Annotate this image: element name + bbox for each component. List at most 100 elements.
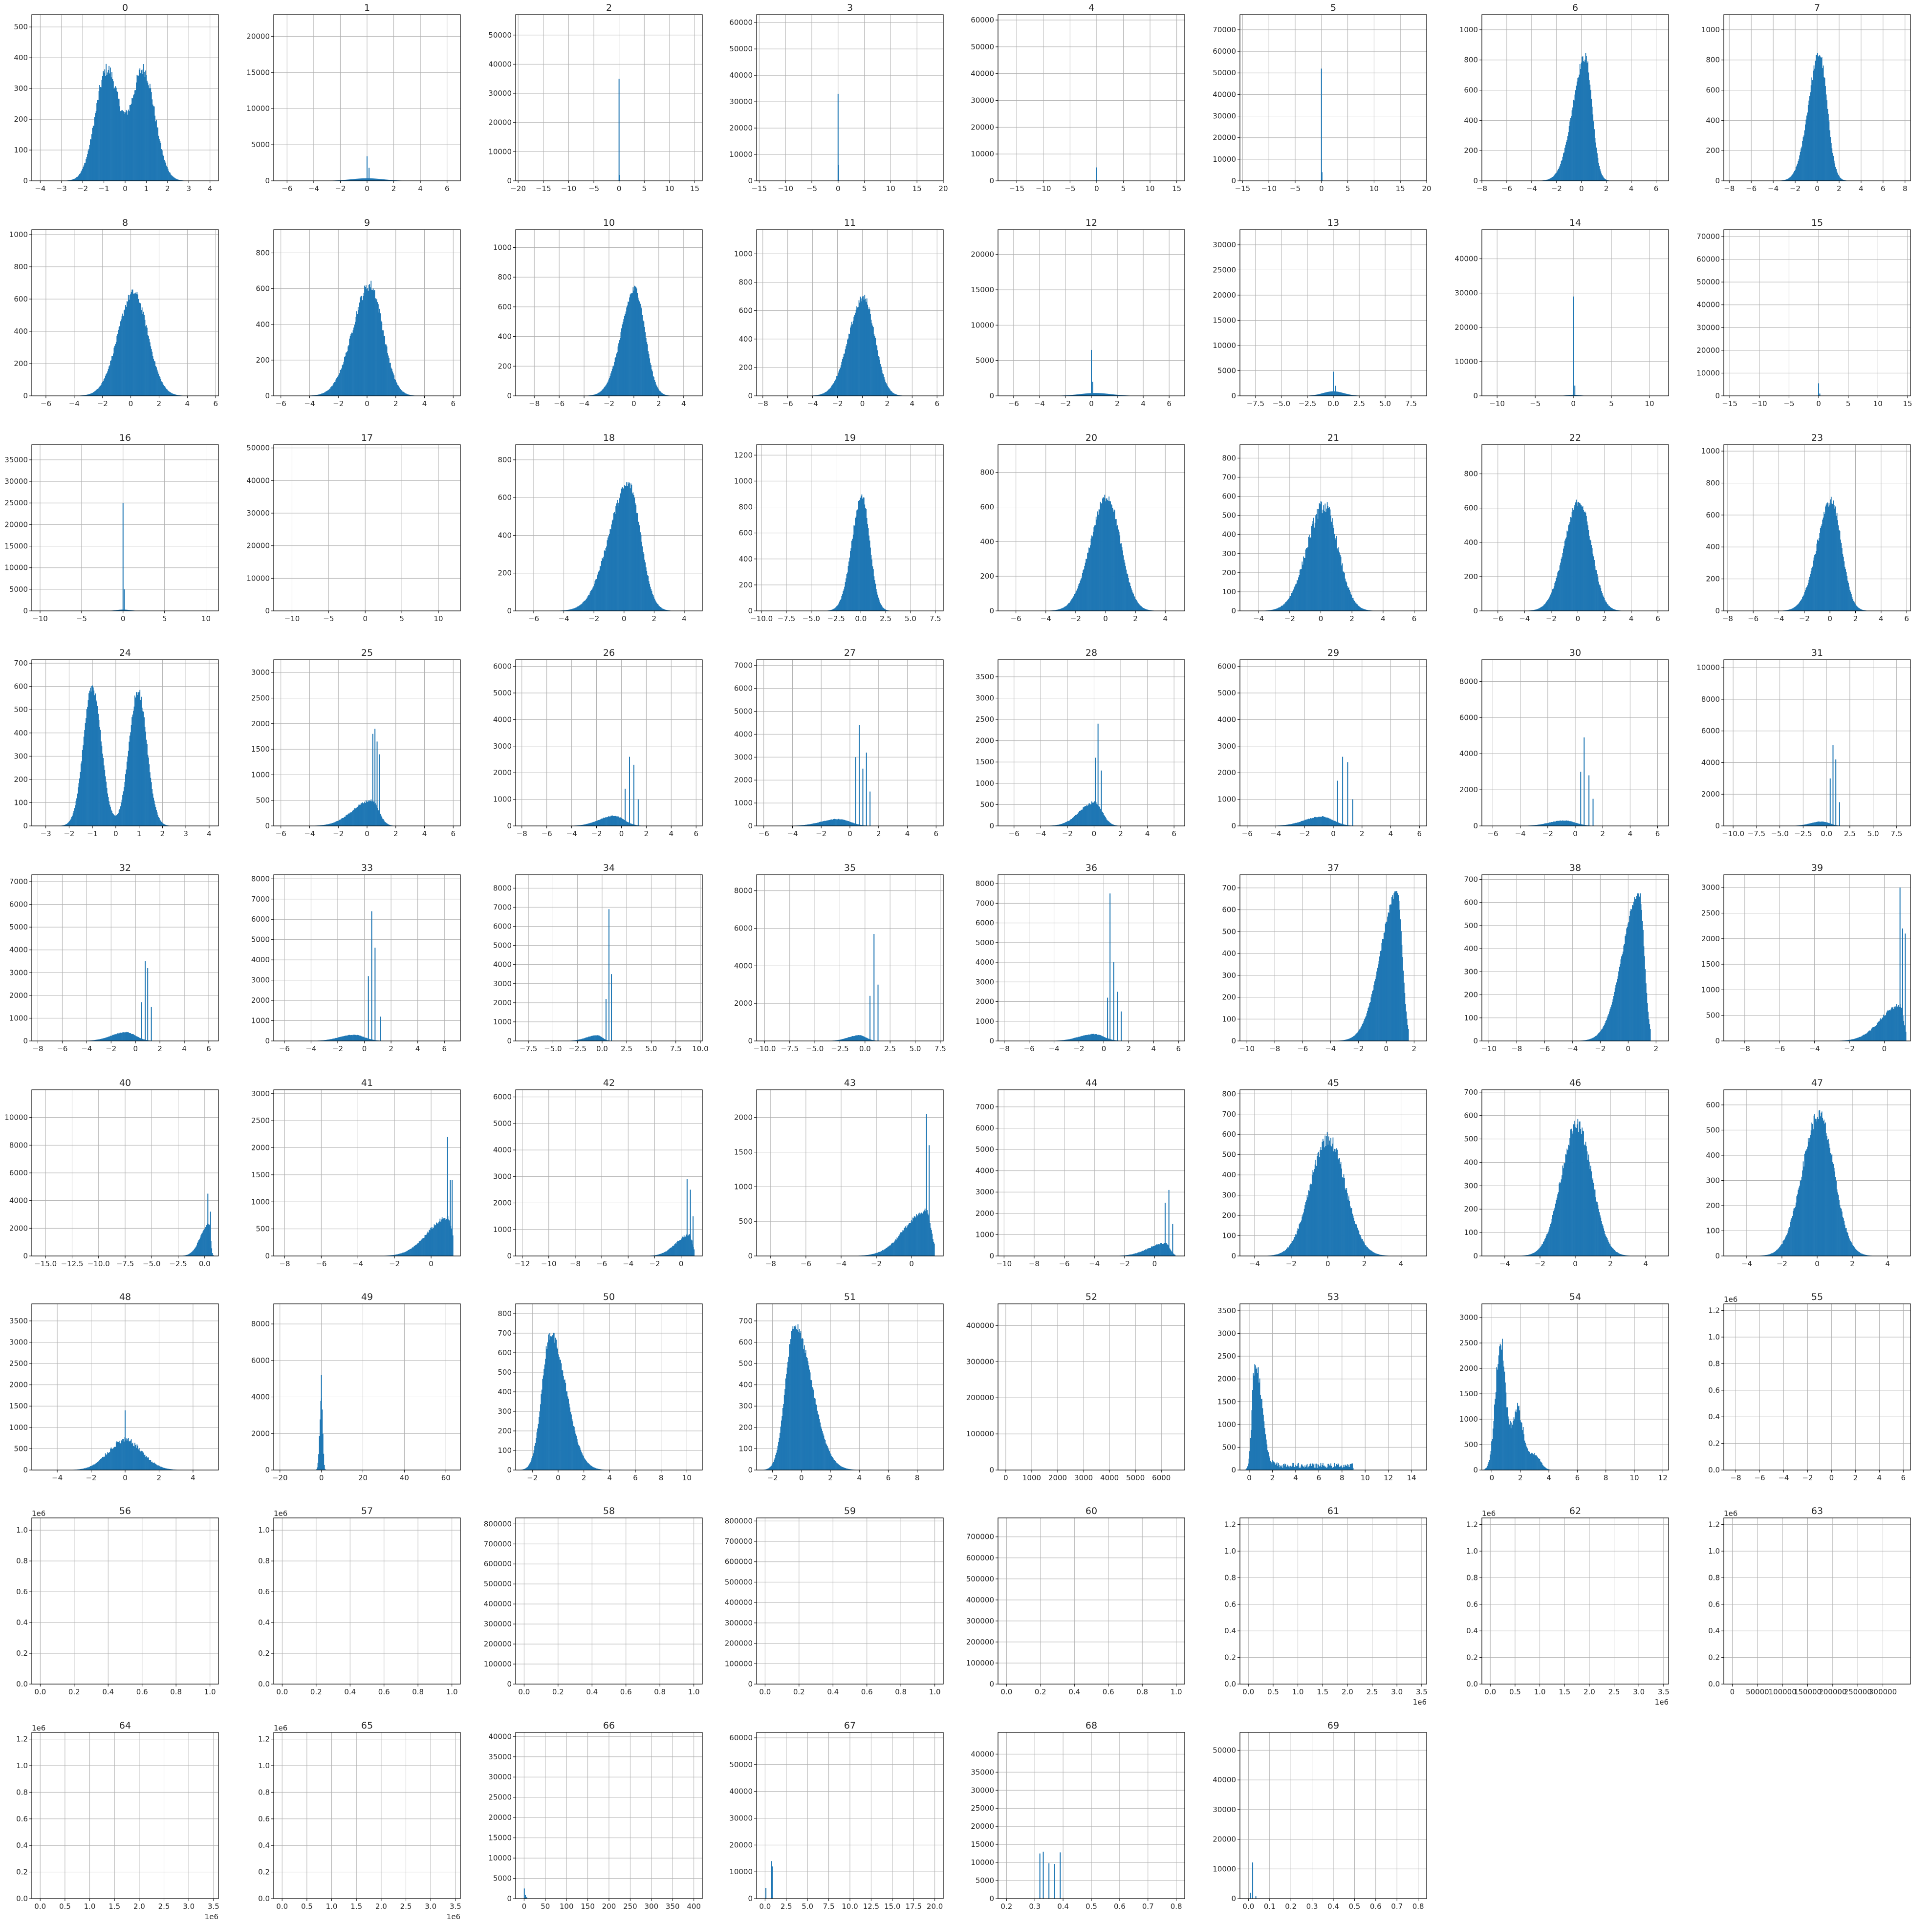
x-tick-label: −4 [1768,184,1779,193]
y-tick-label: 400 [498,531,512,540]
x-tick-label: 2 [393,399,398,408]
y-tick-label: 300 [14,84,28,93]
x-tick-label: 2 [1133,614,1138,623]
y-tick-label: 600 [498,493,512,502]
y-tick-label: 0 [748,606,753,615]
x-tick-label: −6 [276,399,286,408]
y-tick-label: 60000 [1213,47,1236,56]
y-tick-label: 400 [738,555,753,563]
y-tick-label: 400 [14,53,28,62]
histogram-spike [367,156,368,181]
x-tick-label: 4 [418,184,423,193]
y-tick-label: 400 [980,537,994,546]
axes-frame [516,15,702,181]
x-tick-label: 0 [123,184,128,193]
x-tick-label: −2 [1070,614,1081,623]
x-tick-label: −4 [304,399,315,408]
x-tick-label: −5 [1783,399,1794,408]
panel-title: 2 [606,2,612,13]
panel-title: 15 [1811,217,1823,228]
x-tick-label: −6 [282,184,292,193]
x-tick-label: −8 [1724,184,1735,193]
y-tick-label: 50000 [729,44,753,53]
x-tick-label: 0 [1579,184,1584,193]
y-tick-label: 15000 [246,68,270,77]
x-tick-label: −2 [1790,184,1801,193]
x-tick-label: 6 [1167,399,1172,408]
y-tick-label: 30000 [1454,289,1478,298]
histogram-spike [1322,172,1323,181]
y-tick-label: 0 [1473,391,1478,400]
y-tick-label: 0 [507,391,512,400]
x-tick-label: −2 [97,399,108,408]
axes-frame [1482,230,1669,396]
axes-frame [998,15,1185,181]
x-tick-label: 10 [434,614,443,623]
histogram-spike [1819,393,1820,396]
x-tick-label: 6 [1881,184,1886,193]
y-tick-label: 30000 [729,97,753,106]
x-tick-label: 5 [162,614,167,623]
y-tick-label: 60000 [729,18,753,27]
x-tick-label: 2 [652,614,657,623]
y-tick-label: 100 [14,146,28,154]
x-tick-label: 1 [144,184,149,193]
y-tick-label: 25000 [1213,265,1236,274]
y-tick-label: 0 [23,391,28,400]
x-tick-label: 10 [1146,184,1155,193]
x-tick-label: 15 [1172,184,1181,193]
histogram-spike [1573,297,1574,396]
x-tick-label: 10 [886,184,895,193]
y-tick-label: 30000 [488,89,512,98]
y-tick-label: 200 [738,581,753,589]
x-tick-label: 0 [860,399,865,408]
x-tick-label: −6 [1746,184,1757,193]
y-tick-label: 15000 [4,542,28,551]
x-tick-label: −10 [284,614,300,623]
x-tick-label: −5 [806,184,817,193]
x-tick-label: −6 [1008,399,1019,408]
y-tick-label: 20000 [971,250,994,259]
x-tick-label: 2 [1115,399,1120,408]
y-tick-label: 0 [748,176,753,185]
x-tick-label: −5 [76,614,87,623]
x-tick-label: −8 [758,399,768,408]
x-tick-label: 2 [157,399,162,408]
y-tick-label: 1000 [493,243,512,252]
y-tick-label: 600 [1464,86,1478,95]
y-tick-label: 600 [738,306,753,315]
y-tick-label: 0 [989,391,994,400]
panel-title: 4 [1088,2,1094,13]
y-tick-label: 50000 [488,31,512,40]
x-tick-label: −4 [308,184,319,193]
x-tick-label: 8 [1903,184,1908,193]
x-tick-label: −2.5 [827,614,845,623]
x-tick-label: 5 [1346,184,1350,193]
x-tick-label: −10 [1752,399,1767,408]
y-tick-label: 20000 [1696,346,1720,355]
x-tick-label: 10 [1645,399,1654,408]
histogram-spike [1096,168,1097,181]
panel-title: 14 [1569,217,1581,228]
x-tick-label: 2.5 [880,614,891,623]
axes-frame [757,15,943,181]
x-tick-label: −4 [35,184,45,193]
panel-title: 12 [1085,217,1097,228]
y-tick-label: 200 [256,356,270,365]
x-tick-label: 4 [185,399,190,408]
y-tick-label: 60000 [971,16,994,24]
x-tick-label: 0.0 [1327,399,1339,408]
x-tick-label: 4 [681,399,686,408]
y-tick-label: 400 [256,320,270,329]
x-tick-label: −2.5 [1299,399,1316,408]
x-tick-label: 6 [451,399,456,408]
x-tick-label: −4 [1034,399,1045,408]
x-tick-label: −2 [832,399,843,408]
